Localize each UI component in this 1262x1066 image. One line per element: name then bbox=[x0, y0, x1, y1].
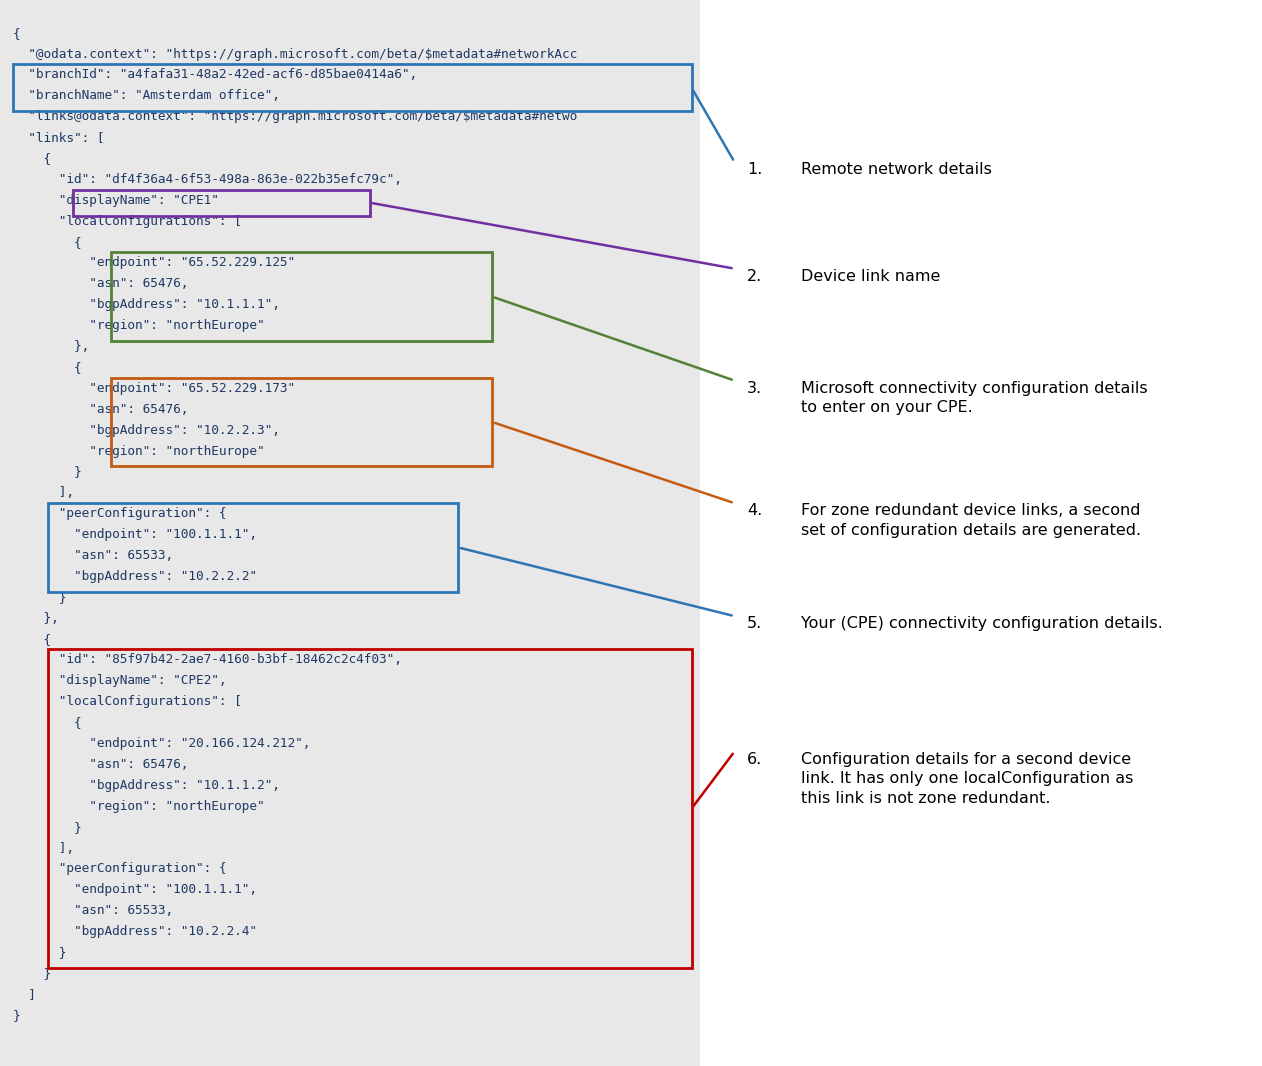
Text: 2.: 2. bbox=[747, 269, 762, 284]
Text: "region": "northEurope": "region": "northEurope" bbox=[13, 319, 264, 333]
Text: "links": [: "links": [ bbox=[13, 131, 105, 144]
Text: {: { bbox=[13, 716, 81, 729]
Bar bbox=[111, 253, 492, 341]
Text: Configuration details for a second device
link. It has only one localConfigurati: Configuration details for a second devic… bbox=[801, 752, 1133, 806]
Text: ],: ], bbox=[13, 841, 73, 855]
Text: ],: ], bbox=[13, 486, 73, 499]
Text: }: } bbox=[13, 466, 81, 479]
Text: "endpoint": "100.1.1.1",: "endpoint": "100.1.1.1", bbox=[13, 884, 256, 897]
Text: "region": "northEurope": "region": "northEurope" bbox=[13, 445, 264, 457]
Text: "endpoint": "20.166.124.212",: "endpoint": "20.166.124.212", bbox=[13, 737, 310, 750]
Text: {: { bbox=[13, 236, 81, 248]
Text: For zone redundant device links, a second
set of configuration details are gener: For zone redundant device links, a secon… bbox=[801, 503, 1142, 538]
Text: "branchName": "Amsterdam office",: "branchName": "Amsterdam office", bbox=[13, 90, 279, 102]
Bar bbox=[13, 64, 692, 111]
Text: ]: ] bbox=[13, 988, 35, 1001]
Text: "peerConfiguration": {: "peerConfiguration": { bbox=[13, 862, 226, 875]
Text: 3.: 3. bbox=[747, 381, 762, 395]
Text: "endpoint": "100.1.1.1",: "endpoint": "100.1.1.1", bbox=[13, 528, 256, 542]
Text: "id": "df4f36a4-6f53-498a-863e-022b35efc79c",: "id": "df4f36a4-6f53-498a-863e-022b35efc… bbox=[13, 173, 401, 185]
Text: "asn": 65476,: "asn": 65476, bbox=[13, 403, 188, 416]
Text: "displayName": "CPE1": "displayName": "CPE1" bbox=[13, 194, 218, 207]
Text: {: { bbox=[13, 27, 20, 39]
Text: "@odata.context": "https://graph.microsoft.com/beta/$metadata#networkAcc: "@odata.context": "https://graph.microso… bbox=[13, 48, 577, 61]
Bar bbox=[0, 0, 700, 1066]
Text: 4.: 4. bbox=[747, 503, 762, 518]
Text: "asn": 65476,: "asn": 65476, bbox=[13, 277, 188, 290]
Text: "asn": 65533,: "asn": 65533, bbox=[13, 549, 173, 562]
Text: "peerConfiguration": {: "peerConfiguration": { bbox=[13, 507, 226, 520]
Text: }: } bbox=[13, 946, 66, 959]
Text: "bgpAddress": "10.1.1.2",: "bgpAddress": "10.1.1.2", bbox=[13, 779, 279, 792]
Text: "endpoint": "65.52.229.173": "endpoint": "65.52.229.173" bbox=[13, 382, 295, 394]
Text: "id": "85f97b42-2ae7-4160-b3bf-18462c2c4f03",: "id": "85f97b42-2ae7-4160-b3bf-18462c2c4… bbox=[13, 653, 401, 666]
Bar bbox=[700, 0, 1262, 1066]
Text: 5.: 5. bbox=[747, 616, 762, 631]
Text: {: { bbox=[13, 632, 50, 646]
Text: "bgpAddress": "10.1.1.1",: "bgpAddress": "10.1.1.1", bbox=[13, 298, 279, 311]
Text: "asn": 65533,: "asn": 65533, bbox=[13, 904, 173, 917]
Text: "bgpAddress": "10.2.2.2": "bgpAddress": "10.2.2.2" bbox=[13, 570, 256, 583]
Bar bbox=[48, 503, 458, 592]
Text: 6.: 6. bbox=[747, 752, 762, 766]
Text: "displayName": "CPE2",: "displayName": "CPE2", bbox=[13, 675, 226, 688]
Text: },: }, bbox=[13, 340, 88, 353]
Text: Device link name: Device link name bbox=[801, 269, 940, 284]
Text: },: }, bbox=[13, 612, 58, 625]
Text: "bgpAddress": "10.2.2.4": "bgpAddress": "10.2.2.4" bbox=[13, 925, 256, 938]
Text: Your (CPE) connectivity configuration details.: Your (CPE) connectivity configuration de… bbox=[801, 616, 1164, 631]
Text: {: { bbox=[13, 361, 81, 374]
Text: "localConfigurations": [: "localConfigurations": [ bbox=[13, 695, 241, 708]
Text: "bgpAddress": "10.2.2.3",: "bgpAddress": "10.2.2.3", bbox=[13, 423, 279, 437]
Bar bbox=[111, 377, 492, 467]
Text: "region": "northEurope": "region": "northEurope" bbox=[13, 800, 264, 812]
Bar bbox=[73, 190, 370, 215]
Text: "branchId": "a4fafa31-48a2-42ed-acf6-d85bae0414a6",: "branchId": "a4fafa31-48a2-42ed-acf6-d85… bbox=[13, 68, 416, 81]
Text: "localConfigurations": [: "localConfigurations": [ bbox=[13, 214, 241, 228]
Text: "links@odata.context": "https://graph.microsoft.com/beta/$metadata#netwo: "links@odata.context": "https://graph.mi… bbox=[13, 110, 577, 124]
Text: Remote network details: Remote network details bbox=[801, 162, 992, 177]
Text: "endpoint": "65.52.229.125": "endpoint": "65.52.229.125" bbox=[13, 257, 295, 270]
Text: Microsoft connectivity configuration details
to enter on your CPE.: Microsoft connectivity configuration det… bbox=[801, 381, 1148, 416]
Bar bbox=[48, 649, 692, 968]
Text: 1.: 1. bbox=[747, 162, 762, 177]
Text: }: } bbox=[13, 591, 66, 603]
Text: }: } bbox=[13, 1008, 20, 1021]
Text: }: } bbox=[13, 967, 50, 980]
Text: }: } bbox=[13, 821, 81, 834]
Text: {: { bbox=[13, 152, 50, 165]
Text: "asn": 65476,: "asn": 65476, bbox=[13, 758, 188, 771]
